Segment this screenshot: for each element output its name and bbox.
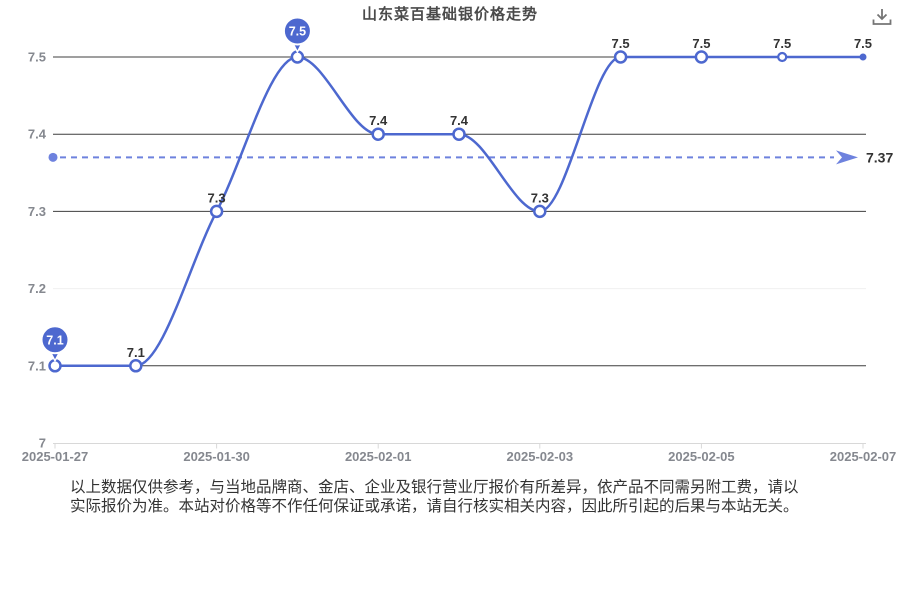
x-tick-label: 2025-02-07 — [830, 449, 897, 464]
data-point-marker[interactable] — [452, 127, 466, 141]
x-tick-label: 2025-02-05 — [668, 449, 735, 464]
balloon-value-label: 7.5 — [289, 25, 306, 39]
disclaimer-line-1: 以上数据仅供参考，与当地品牌商、金店、企业及银行营业厅报价有所差异，依产品不同需… — [70, 479, 799, 496]
point-value-label: 7.5 — [773, 36, 791, 51]
disclaimer: 以上数据仅供参考，与当地品牌商、金店、企业及银行营业厅报价有所差异，依产品不同需… — [70, 479, 850, 516]
data-point-marker[interactable] — [859, 53, 867, 61]
point-value-label: 7.3 — [208, 190, 226, 205]
reference-value-label: 7.37 — [866, 149, 893, 165]
point-value-label: 7.5 — [854, 36, 872, 51]
data-point-marker[interactable] — [777, 51, 788, 63]
balloon-value-label: 7.1 — [46, 333, 63, 347]
y-tick-label: 7 — [39, 436, 46, 451]
data-point-marker[interactable] — [694, 50, 709, 64]
x-tick-label: 2025-01-27 — [22, 449, 89, 464]
balloon-pin — [40, 325, 70, 355]
y-tick-label: 7.1 — [28, 358, 46, 373]
y-tick-label: 7.3 — [28, 204, 46, 219]
point-value-label: 7.4 — [369, 113, 388, 128]
y-tick-label: 7.4 — [28, 127, 47, 142]
x-tick-label: 2025-02-01 — [345, 449, 412, 464]
y-tick-label: 7.2 — [28, 281, 46, 296]
x-tick-label: 2025-02-03 — [507, 449, 574, 464]
reference-start-dot — [48, 152, 58, 162]
download-icon — [872, 9, 892, 25]
y-tick-label: 7.5 — [28, 50, 46, 65]
reference-arrow-icon — [836, 150, 858, 165]
data-point-marker[interactable] — [371, 127, 385, 141]
balloon-pin — [282, 16, 312, 46]
x-tick-label: 2025-01-30 — [183, 449, 250, 464]
disclaimer-line-2: 实际报价为准。本站对价格等不作任何保证或承诺，请自行核实相关内容，因此所引起的后… — [70, 497, 799, 515]
data-point-marker[interactable] — [129, 359, 143, 373]
point-value-label: 7.3 — [531, 190, 549, 205]
download-button[interactable] — [869, 5, 895, 29]
data-point-marker[interactable] — [613, 50, 628, 64]
data-point-marker[interactable] — [533, 204, 547, 219]
data-point-marker[interactable] — [209, 204, 224, 219]
point-value-label: 7.1 — [127, 345, 145, 360]
chart-title: 山东菜百基础银价格走势 — [361, 6, 538, 23]
point-value-label: 7.4 — [450, 113, 469, 128]
point-value-label: 7.5 — [692, 36, 710, 51]
point-value-label: 7.5 — [612, 36, 630, 51]
